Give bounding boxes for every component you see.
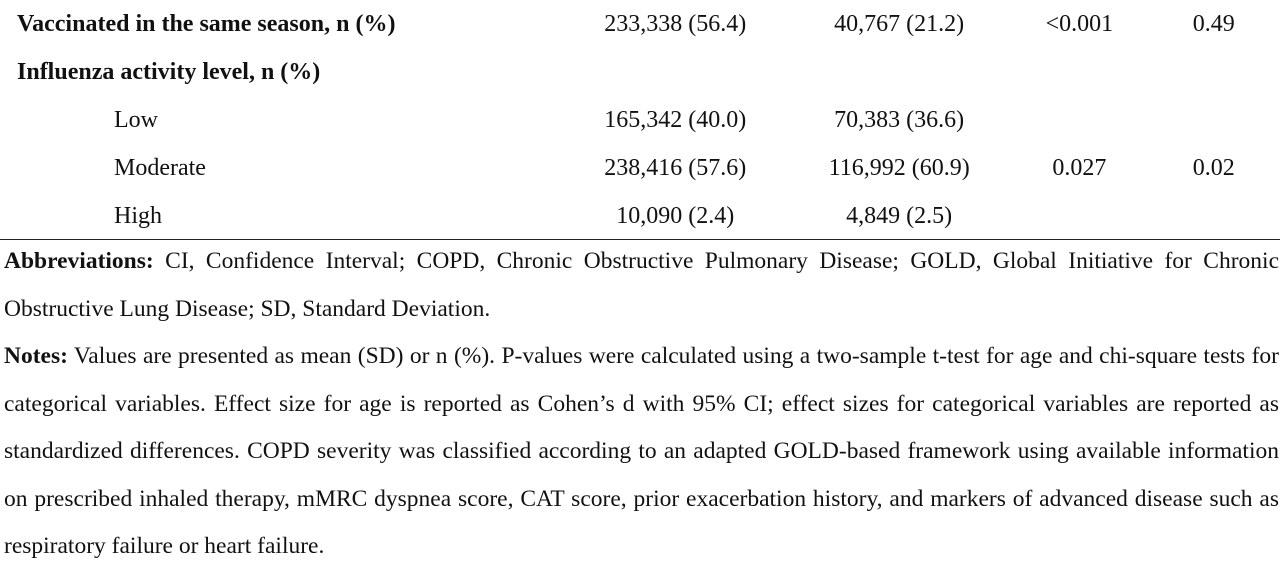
- cell-effect-size: 0.02: [1192, 154, 1235, 181]
- cell-pvalue: [1011, 96, 1148, 144]
- row-label: Moderate: [114, 154, 206, 181]
- table-container: Vaccinated in the same season, n (%) 233…: [0, 0, 1280, 240]
- cell-effect-size: [1148, 96, 1280, 144]
- cell-effect-size: 0.49: [1192, 10, 1235, 37]
- table-row: Moderate 238,416 (57.6) 116,992 (60.9) 0…: [0, 144, 1280, 192]
- row-label: Influenza activity level, n (%): [17, 58, 321, 85]
- abbreviations-text: CI, Confidence Interval; COPD, Chronic O…: [4, 248, 1279, 322]
- table-row: Low 165,342 (40.0) 70,383 (36.6): [0, 96, 1280, 144]
- cell-group1: 238,416 (57.6): [604, 154, 747, 181]
- table-row: Vaccinated in the same season, n (%) 233…: [0, 0, 1280, 48]
- data-table: Vaccinated in the same season, n (%) 233…: [0, 0, 1280, 240]
- cell-pvalue: 0.027: [1052, 154, 1107, 181]
- notes-text: Values are presented as mean (SD) or n (…: [4, 343, 1279, 559]
- row-label: Vaccinated in the same season, n (%): [17, 10, 396, 37]
- cell-pvalue: <0.001: [1045, 10, 1114, 37]
- cell-group2: [787, 48, 1011, 96]
- cell-pvalue: [1011, 192, 1148, 240]
- table-row: High 10,090 (2.4) 4,849 (2.5): [0, 192, 1280, 240]
- cell-group1: [563, 48, 787, 96]
- cell-effect-size: [1148, 192, 1280, 240]
- row-label: High: [114, 202, 162, 229]
- cell-group2: 40,767 (21.2): [834, 10, 965, 37]
- row-label: Low: [114, 106, 158, 133]
- cell-group2: 116,992 (60.9): [828, 154, 970, 181]
- table-footnotes: Abbreviations: CI, Confidence Interval; …: [4, 238, 1279, 571]
- cell-group1: 10,090 (2.4): [616, 202, 735, 229]
- notes-label: Notes:: [4, 343, 68, 369]
- cell-group1: 233,338 (56.4): [604, 10, 747, 37]
- cell-group2: 4,849 (2.5): [846, 202, 953, 229]
- cell-pvalue: [1011, 48, 1148, 96]
- notes-paragraph: Notes: Values are presented as mean (SD)…: [4, 333, 1279, 571]
- table-row: Influenza activity level, n (%): [0, 48, 1280, 96]
- cell-group2: 70,383 (36.6): [834, 106, 965, 133]
- abbreviations-label: Abbreviations:: [4, 248, 154, 274]
- cell-group1: 165,342 (40.0): [604, 106, 747, 133]
- table-bottom-rule: [0, 239, 1280, 240]
- cell-effect-size: [1148, 48, 1280, 96]
- abbreviations-note: Abbreviations: CI, Confidence Interval; …: [4, 238, 1279, 333]
